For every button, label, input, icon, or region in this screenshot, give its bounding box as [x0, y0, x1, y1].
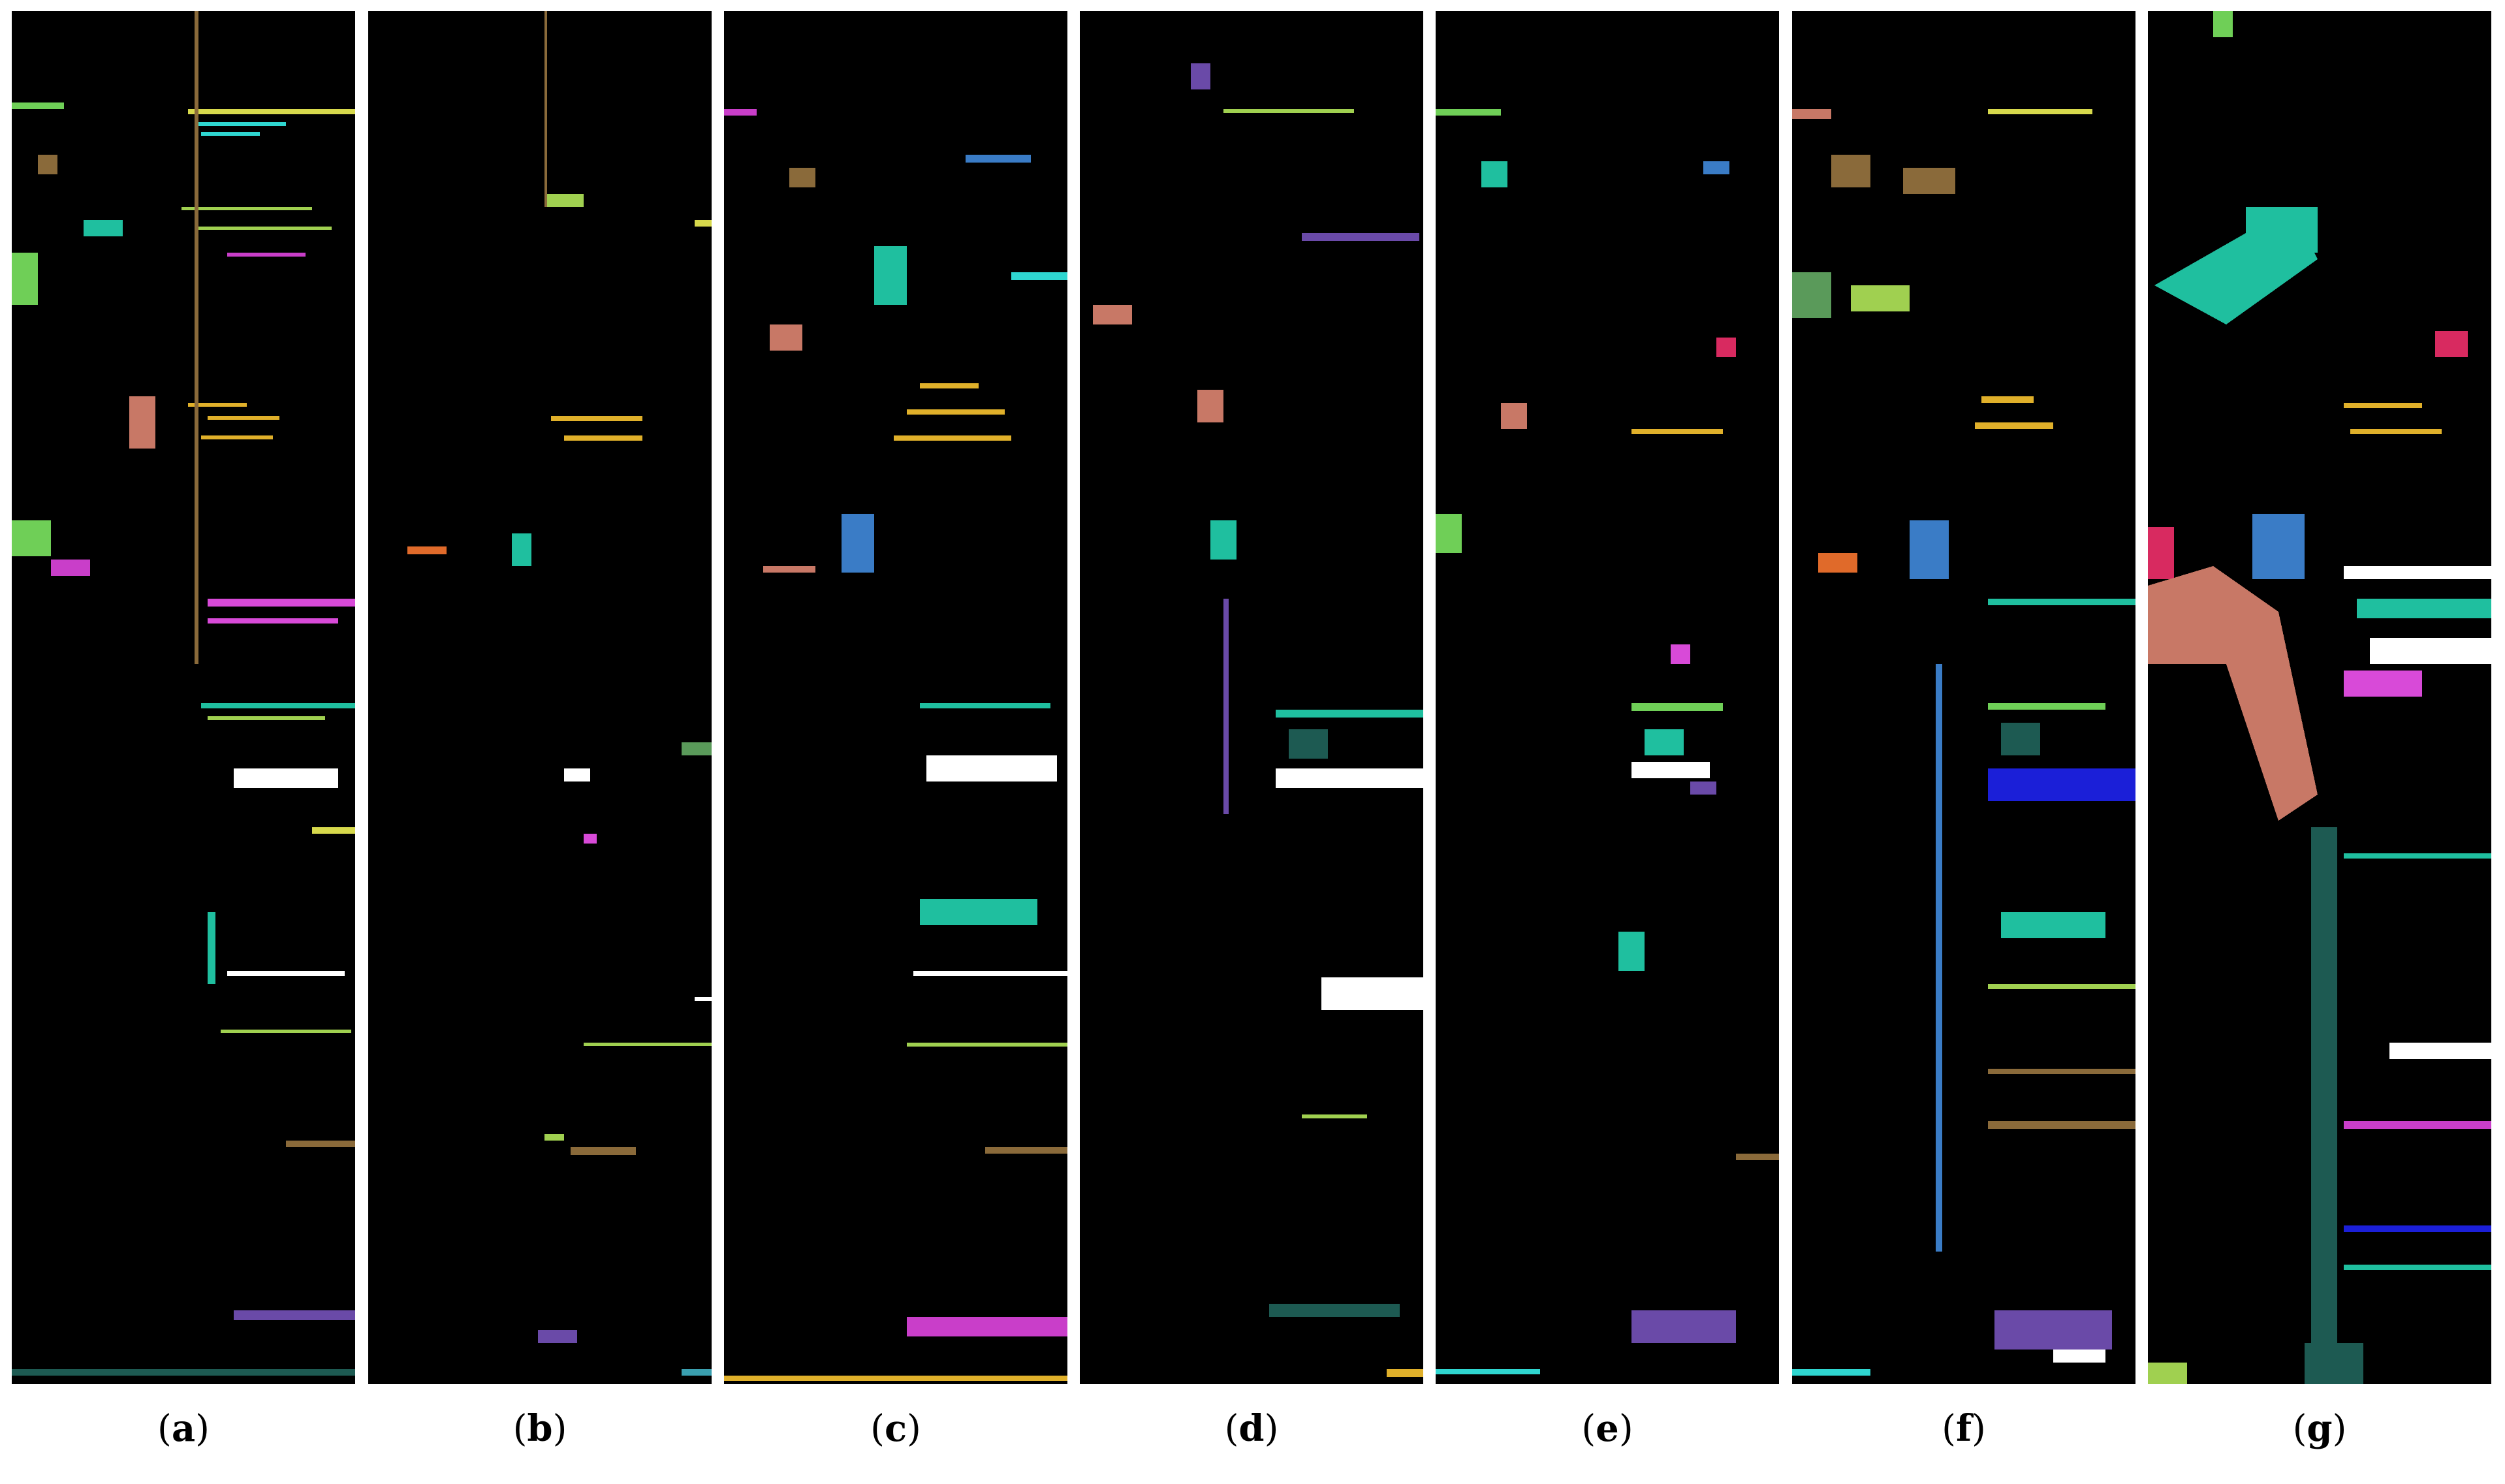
panel-a-map	[12, 11, 355, 1384]
panel-g-image	[2148, 11, 2491, 1384]
panel-f-image	[1792, 11, 2135, 1384]
panel-d-caption: (d)	[1224, 1407, 1279, 1450]
panel-c-letter: c	[884, 1407, 907, 1450]
panel-a-letter: a	[171, 1407, 196, 1450]
panel-f-letter: f	[1955, 1407, 1972, 1450]
panel-d-map	[1080, 11, 1423, 1384]
panel-b-image	[368, 11, 712, 1384]
panel-g-map	[2148, 11, 2491, 1384]
panel-e-image	[1436, 11, 1779, 1384]
panel-e-map	[1436, 11, 1779, 1384]
panel-g-caption: (g)	[2292, 1407, 2347, 1450]
panel-b-map	[368, 11, 712, 1384]
panel-d-letter: d	[1238, 1407, 1265, 1450]
panel-b-caption: (b)	[512, 1407, 567, 1450]
panel-f-caption: (f)	[1942, 1407, 1986, 1450]
panel-a-image	[12, 11, 355, 1384]
panel-g-letter: g	[2307, 1407, 2333, 1450]
panel-d-image	[1080, 11, 1423, 1384]
panel-e-caption: (e)	[1581, 1407, 1633, 1450]
panel-c-image	[724, 11, 1067, 1384]
panel-c-map	[724, 11, 1067, 1384]
panel-f-map	[1792, 11, 2135, 1384]
panel-a-caption: (a)	[157, 1407, 210, 1450]
panel-c-caption: (c)	[870, 1407, 921, 1450]
panel-e-letter: e	[1596, 1407, 1619, 1450]
panel-b-letter: b	[527, 1407, 553, 1450]
